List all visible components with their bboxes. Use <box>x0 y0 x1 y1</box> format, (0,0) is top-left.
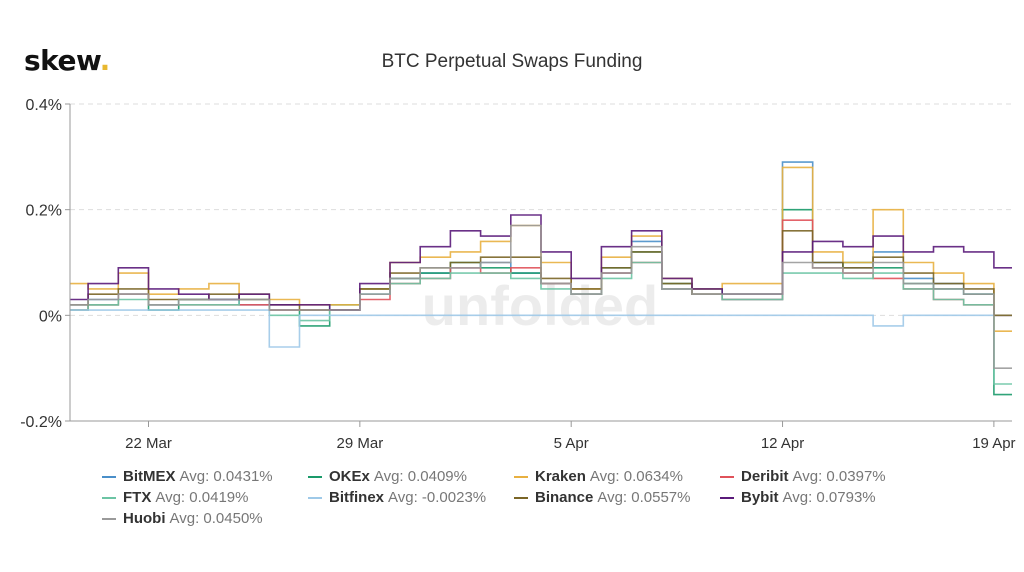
legend-series-name: Deribit <box>741 468 789 485</box>
legend-series-avg: Avg: 0.0557% <box>597 489 691 506</box>
funding-chart: unfolded 0.4% 0.2% 0% -0.2% 22 Mar 29 Mar 5 Ap… <box>20 97 1015 452</box>
logo-text: skew <box>24 44 100 77</box>
legend-series-avg: Avg: 0.0419% <box>155 489 249 506</box>
legend-series-name: Kraken <box>535 468 586 485</box>
legend-row: Huobi Avg: 0.0450% <box>102 508 926 529</box>
y-tick-label: 0% <box>39 308 62 325</box>
y-tick-label: 0.2% <box>26 203 62 220</box>
chart-title: BTC Perpetual Swaps Funding <box>0 51 1024 73</box>
legend-series-avg: Avg: 0.0397% <box>792 468 886 485</box>
series-line-ftx <box>70 261 1012 385</box>
legend-swatch <box>514 475 528 478</box>
watermark: unfolded <box>422 274 658 337</box>
legend-series-name: Bybit <box>741 489 779 506</box>
legend-swatch <box>308 475 322 478</box>
legend-swatch <box>514 496 528 499</box>
legend-item-okex[interactable]: OKEx Avg: 0.0409% <box>308 468 514 485</box>
logo-dot: . <box>99 44 111 77</box>
legend-series-name: OKEx <box>329 468 370 485</box>
x-tick-label: 5 Apr <box>554 435 589 452</box>
skew-logo: skew. <box>24 44 110 77</box>
legend-item-huobi[interactable]: Huobi Avg: 0.0450% <box>102 510 308 527</box>
legend-item-ftx[interactable]: FTX Avg: 0.0419% <box>102 489 308 506</box>
chart-title-text: BTC Perpetual Swaps Funding <box>381 51 643 72</box>
y-tick-label: 0.4% <box>26 97 62 114</box>
legend-series-name: Bitfinex <box>329 489 385 506</box>
legend-item-binance[interactable]: Binance Avg: 0.0557% <box>514 489 720 506</box>
series-line-huobi <box>70 224 1012 369</box>
legend-series-name: FTX <box>123 489 152 506</box>
legend-swatch <box>102 496 116 499</box>
legend-item-deribit[interactable]: Deribit Avg: 0.0397% <box>720 468 926 485</box>
legend-row: BitMEX Avg: 0.0431% OKEx Avg: 0.0409% Kraken… <box>102 466 926 487</box>
legend-swatch <box>720 475 734 478</box>
legend-swatch <box>308 496 322 499</box>
y-tick-label: -0.2% <box>20 414 62 431</box>
x-tick-label: 12 Apr <box>761 435 804 452</box>
series-line-bitfinex <box>70 309 1012 348</box>
legend-series-avg: Avg: 0.0634% <box>589 468 683 485</box>
legend-series-avg: Avg: 0.0431% <box>179 468 273 485</box>
x-tick-label: 19 Apr <box>972 435 1015 452</box>
x-tick-label: 29 Mar <box>337 435 384 452</box>
legend-series-avg: Avg: 0.0450% <box>169 510 263 527</box>
legend-series-name: BitMEX <box>123 468 176 485</box>
legend-swatch <box>102 475 116 478</box>
legend-row: FTX Avg: 0.0419% Bitfinex Avg: -0.0023% Bina… <box>102 487 926 508</box>
legend-item-bitfinex[interactable]: Bitfinex Avg: -0.0023% <box>308 489 514 506</box>
legend-series-avg: Avg: 0.0793% <box>782 489 876 506</box>
legend-series-name: Binance <box>535 489 594 506</box>
legend-swatch <box>102 517 116 520</box>
legend-item-bitmex[interactable]: BitMEX Avg: 0.0431% <box>102 468 308 485</box>
legend-series-name: Huobi <box>123 510 166 527</box>
legend-series-avg: Avg: 0.0409% <box>373 468 467 485</box>
legend-series-avg: Avg: -0.0023% <box>388 489 487 506</box>
legend-swatch <box>720 496 734 499</box>
x-tick-label: 22 Mar <box>125 435 172 452</box>
chart-legend: BitMEX Avg: 0.0431% OKEx Avg: 0.0409% Kraken… <box>102 466 926 529</box>
legend-item-kraken[interactable]: Kraken Avg: 0.0634% <box>514 468 720 485</box>
legend-item-bybit[interactable]: Bybit Avg: 0.0793% <box>720 489 926 506</box>
